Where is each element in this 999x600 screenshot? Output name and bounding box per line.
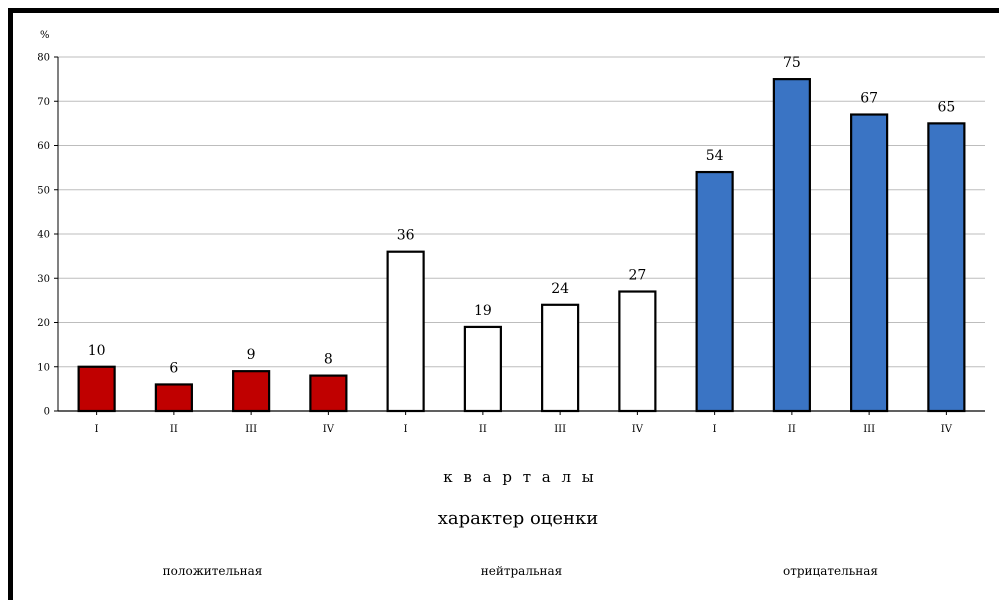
group-label: отрицательная bbox=[783, 564, 878, 578]
x-tick-label: II bbox=[479, 424, 487, 435]
data-label: 75 bbox=[783, 55, 801, 71]
x-tick-label: IV bbox=[941, 424, 953, 435]
data-label: 6 bbox=[169, 360, 178, 376]
data-label: 65 bbox=[937, 99, 955, 115]
x-tick-label: I bbox=[95, 424, 99, 435]
x-tick-label: II bbox=[170, 424, 178, 435]
x-tick-label: III bbox=[863, 424, 875, 435]
y-tick-label: 0 bbox=[44, 407, 50, 418]
data-label: 10 bbox=[88, 343, 106, 359]
bar bbox=[309, 374, 348, 413]
bar bbox=[541, 303, 580, 413]
chart-subtitle: характер оценки bbox=[438, 508, 599, 529]
x-axis: I II III IV I II III IV I II III IV bbox=[95, 411, 953, 435]
data-label: 24 bbox=[551, 281, 569, 297]
x-axis-title: к в а р т а л ы bbox=[443, 468, 596, 486]
x-tick-label: I bbox=[713, 424, 717, 435]
x-tick-label: IV bbox=[323, 424, 335, 435]
bar bbox=[232, 370, 271, 413]
group-label: положительная bbox=[163, 564, 263, 578]
y-tick-label: 60 bbox=[37, 141, 50, 152]
y-axis-label: % bbox=[40, 30, 50, 41]
x-tick-label: III bbox=[245, 424, 257, 435]
y-axis: 0 10 20 30 40 50 60 70 80 bbox=[37, 53, 59, 418]
data-label: 8 bbox=[324, 352, 333, 368]
data-label: 19 bbox=[474, 303, 492, 319]
y-tick-label: 30 bbox=[37, 274, 50, 285]
y-tick-label: 80 bbox=[37, 53, 50, 64]
data-label: 36 bbox=[397, 228, 415, 244]
data-label: 54 bbox=[706, 148, 724, 164]
x-tick-label: IV bbox=[632, 424, 644, 435]
bar bbox=[386, 250, 425, 413]
data-label: 67 bbox=[860, 91, 878, 107]
bars bbox=[77, 78, 966, 413]
y-tick-label: 50 bbox=[37, 185, 50, 196]
group-label: нейтральная bbox=[481, 564, 562, 578]
data-label: 27 bbox=[628, 268, 646, 284]
bar bbox=[618, 290, 657, 413]
bar bbox=[850, 113, 889, 413]
bar bbox=[927, 122, 966, 413]
bar bbox=[463, 325, 502, 413]
data-labels: 10 6 9 8 36 19 24 27 54 75 67 65 bbox=[88, 55, 956, 376]
y-tick-label: 10 bbox=[37, 362, 50, 373]
bar bbox=[154, 383, 193, 413]
gridlines bbox=[58, 56, 985, 412]
y-tick-label: 40 bbox=[37, 230, 50, 241]
x-tick-label: II bbox=[788, 424, 796, 435]
x-tick-label: III bbox=[554, 424, 566, 435]
chart-frame bbox=[8, 8, 999, 600]
x-tick-label: I bbox=[404, 424, 408, 435]
bar bbox=[772, 78, 811, 413]
data-label: 9 bbox=[247, 347, 256, 363]
y-tick-label: 70 bbox=[37, 97, 50, 108]
group-labels: положительная нейтральная отрицательная bbox=[163, 564, 878, 578]
y-tick-label: 20 bbox=[37, 318, 50, 329]
bar bbox=[77, 365, 116, 413]
bar bbox=[695, 170, 734, 413]
